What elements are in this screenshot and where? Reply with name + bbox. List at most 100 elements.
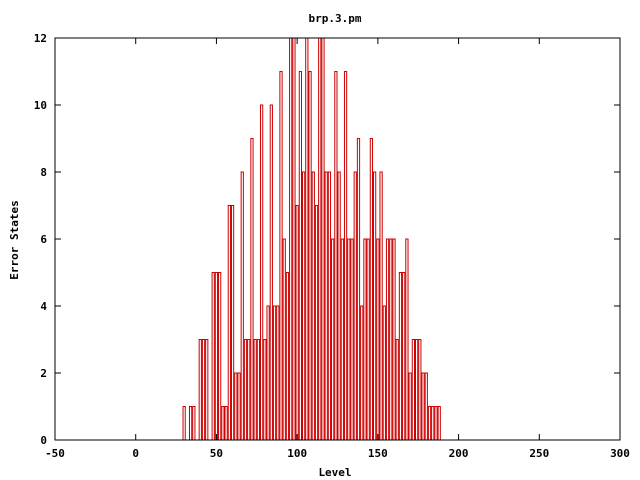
bar	[363, 238, 367, 441]
bar	[211, 272, 215, 441]
bar	[382, 305, 386, 441]
bar	[298, 71, 302, 441]
bar	[311, 171, 315, 441]
bar	[292, 37, 296, 441]
bar	[369, 138, 374, 441]
bar	[227, 205, 231, 441]
y-tick-label: 8	[40, 166, 47, 179]
y-axis-label: Error States	[8, 200, 21, 279]
bar	[434, 406, 438, 441]
bar	[256, 339, 261, 441]
bar	[398, 272, 403, 441]
bar	[327, 171, 332, 441]
y-tick-label: 10	[34, 99, 47, 112]
bar	[373, 171, 377, 441]
bar	[421, 372, 425, 441]
bar	[411, 339, 415, 441]
bar	[214, 272, 219, 441]
bar	[247, 339, 251, 441]
bar	[276, 305, 280, 441]
bar	[182, 406, 186, 441]
bar	[340, 238, 344, 441]
bar	[337, 171, 341, 441]
bar	[289, 37, 293, 441]
y-tick-label: 0	[40, 434, 47, 447]
bar	[414, 339, 419, 441]
bar	[295, 205, 299, 441]
bar	[308, 71, 312, 441]
bar	[392, 238, 396, 441]
x-tick-label: 200	[449, 447, 469, 460]
bar	[424, 372, 428, 441]
bar	[305, 37, 309, 441]
bar	[360, 305, 364, 441]
bar	[347, 238, 351, 441]
bar	[188, 406, 193, 441]
bar	[427, 406, 432, 441]
bar	[301, 171, 306, 441]
bar	[402, 272, 406, 441]
bar	[324, 171, 328, 441]
chart-title: brp.3.pm	[309, 12, 362, 25]
bar	[356, 138, 361, 441]
bar	[385, 238, 390, 441]
bar	[343, 71, 348, 441]
y-tick-label: 2	[40, 367, 47, 380]
bar	[418, 339, 422, 441]
x-tick-label: 250	[529, 447, 549, 460]
bar	[314, 205, 319, 441]
bar	[334, 71, 338, 441]
x-tick-label: 50	[210, 447, 223, 460]
bar	[395, 339, 399, 441]
bar	[272, 305, 277, 441]
x-axis-label: Level	[318, 466, 351, 479]
bar	[221, 406, 225, 441]
bar	[379, 171, 383, 441]
plot-frame	[54, 37, 621, 441]
bar	[263, 339, 267, 441]
bar	[205, 339, 209, 441]
bars-layer	[182, 37, 441, 441]
bar	[408, 372, 412, 441]
bar	[376, 238, 380, 441]
bar	[250, 138, 254, 441]
bar	[350, 238, 354, 441]
bar	[266, 305, 270, 441]
y-tick-label: 4	[40, 300, 47, 313]
bar	[389, 238, 393, 441]
x-tick-label: -50	[45, 447, 65, 460]
bar	[237, 372, 241, 441]
x-tick-label: 0	[132, 447, 139, 460]
x-tick-label: 300	[610, 447, 630, 460]
y-tick-label: 12	[34, 32, 47, 45]
bar	[269, 104, 273, 441]
bar	[260, 104, 264, 441]
bar	[192, 406, 196, 441]
bar	[234, 372, 238, 441]
x-tick-label: 100	[287, 447, 307, 460]
bar	[230, 205, 235, 441]
bar	[318, 37, 322, 441]
bar	[218, 272, 222, 441]
bar	[201, 339, 206, 441]
bar	[437, 406, 441, 441]
bar	[279, 71, 283, 441]
bar	[198, 339, 202, 441]
bar	[243, 339, 248, 441]
x-tick-label: 150	[368, 447, 388, 460]
bar	[224, 406, 228, 441]
bar	[353, 171, 357, 441]
bar	[321, 37, 325, 441]
bar	[253, 339, 257, 441]
bar	[282, 238, 286, 441]
bar	[331, 238, 335, 441]
bar	[366, 238, 370, 441]
y-tick-label: 6	[40, 233, 47, 246]
bar	[405, 238, 409, 441]
bar	[240, 171, 244, 441]
bar	[285, 272, 290, 441]
bar	[431, 406, 435, 441]
